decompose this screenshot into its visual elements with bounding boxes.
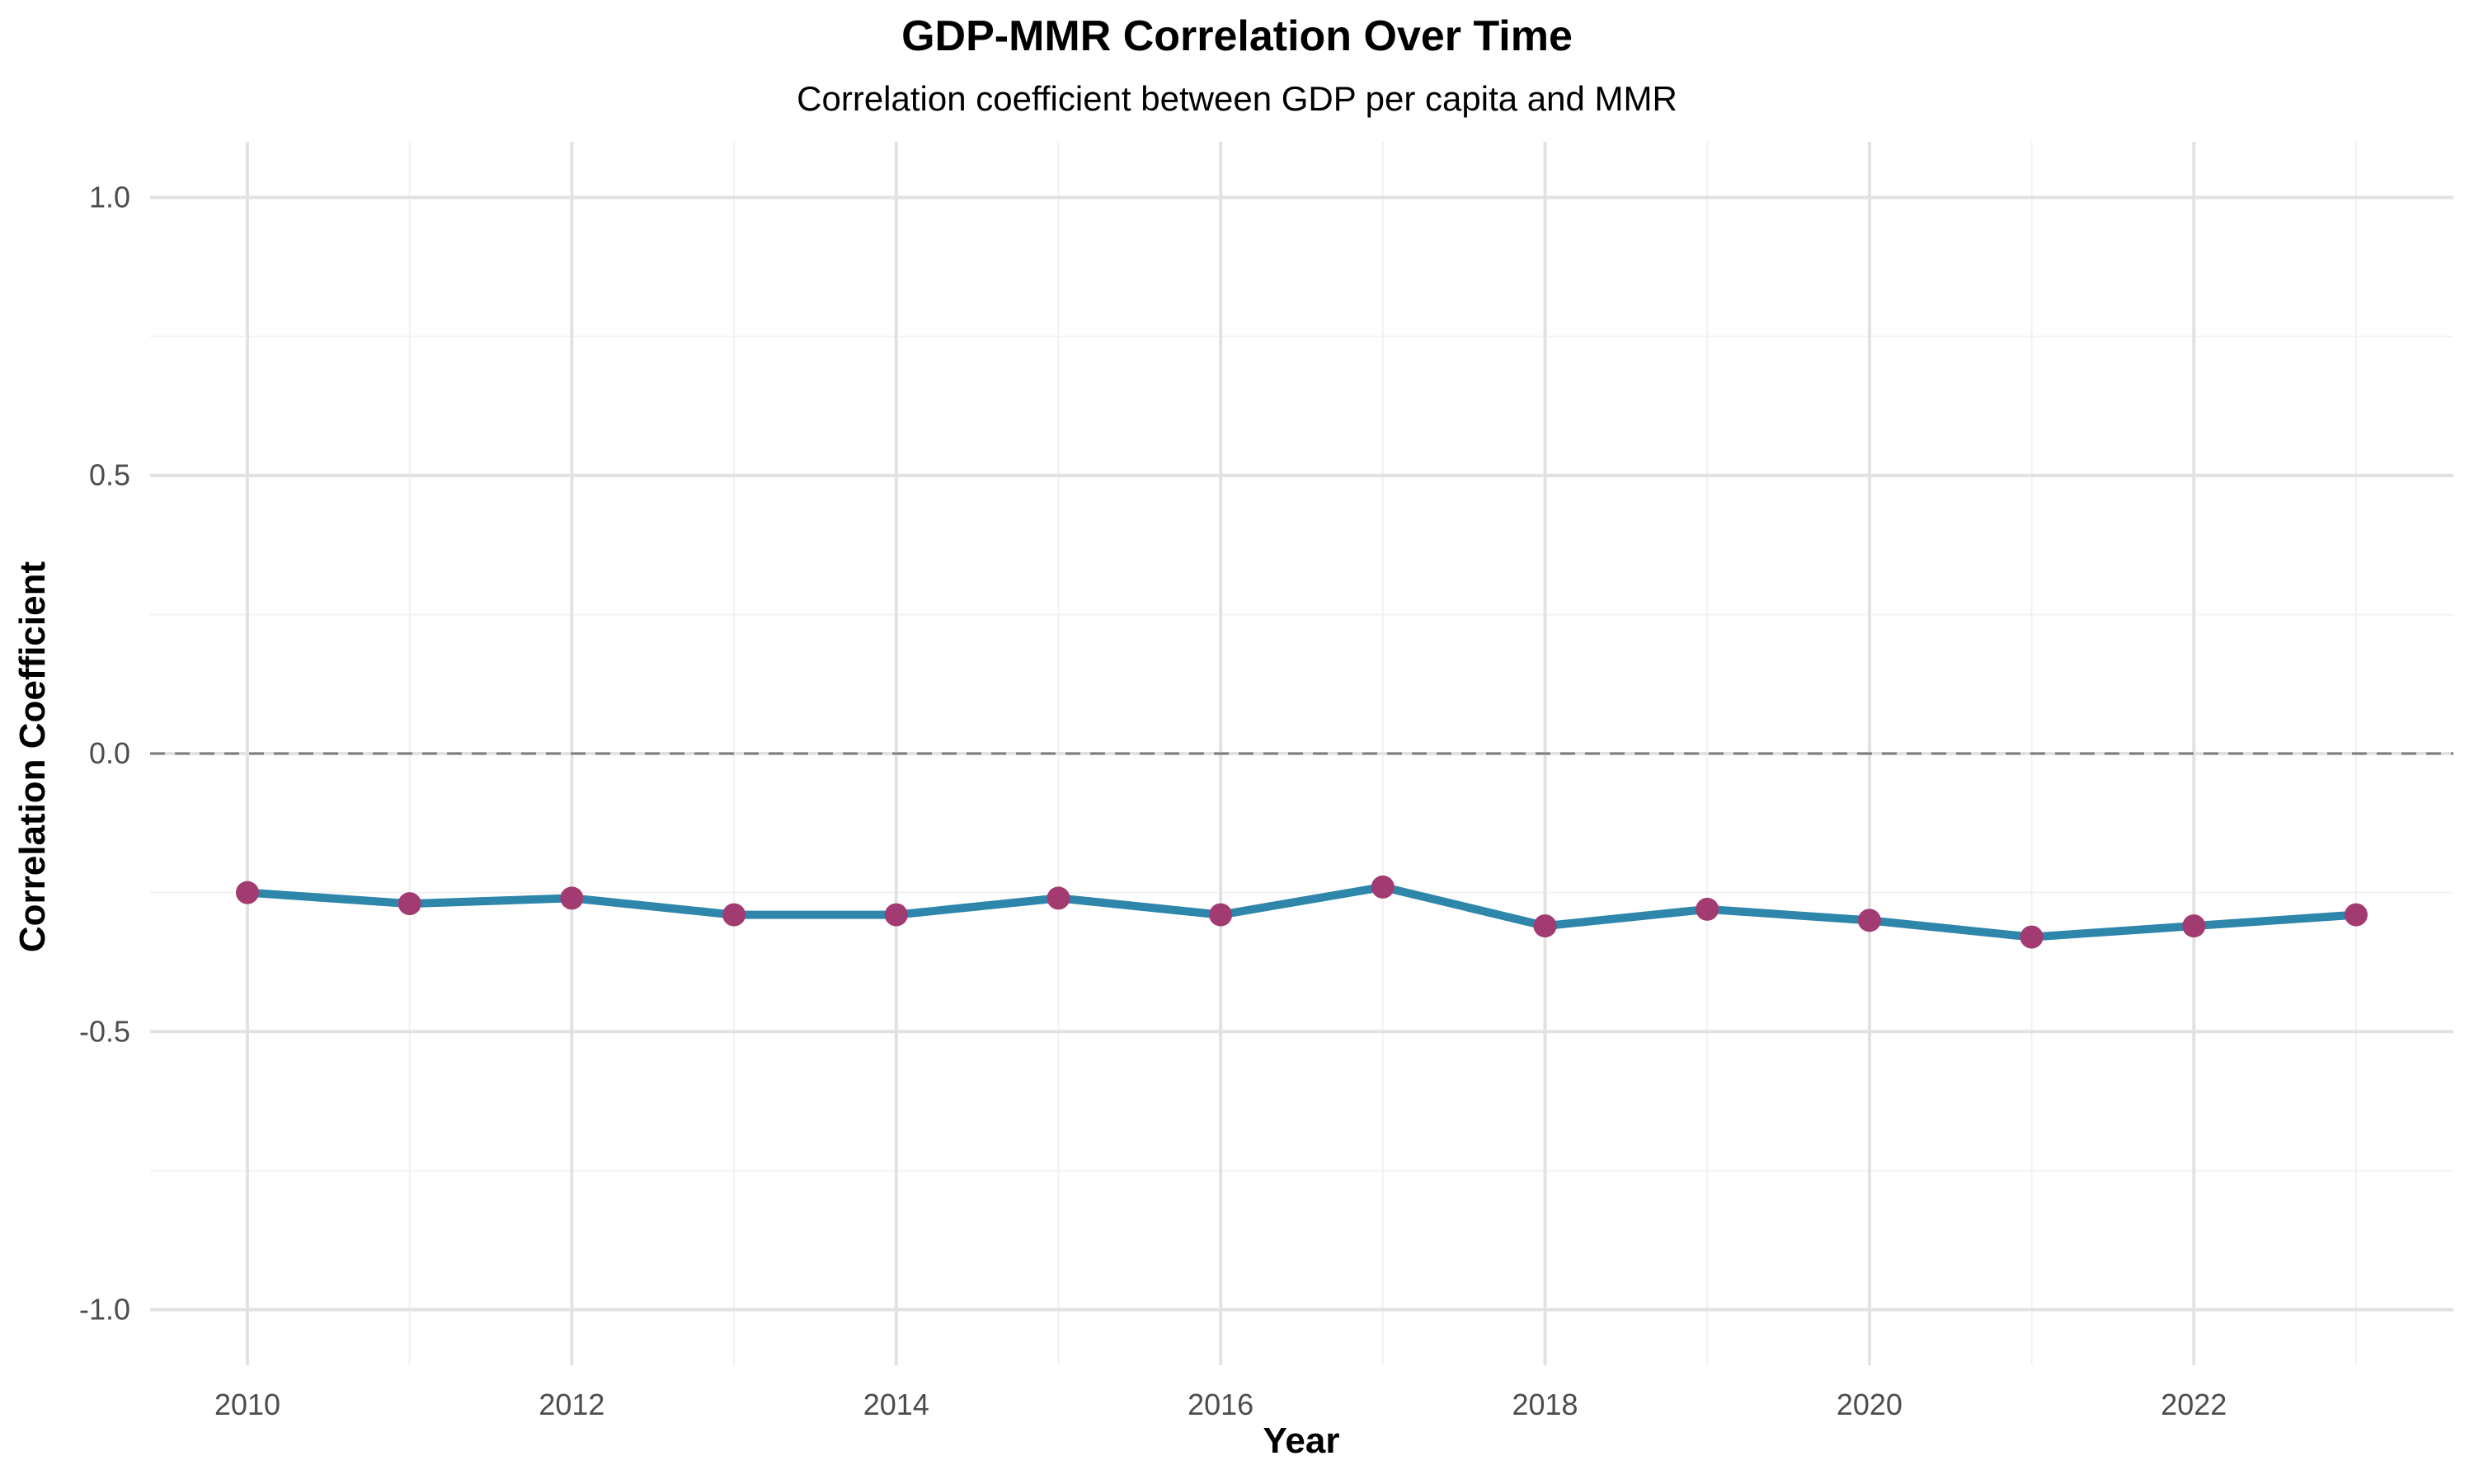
data-point [1696, 897, 1719, 921]
data-point [1857, 909, 1881, 932]
data-point [884, 903, 908, 927]
x-tick-label: 2010 [214, 1388, 280, 1421]
y-tick-label: -1.0 [79, 1293, 130, 1327]
x-tick-label: 2018 [1512, 1388, 1578, 1421]
y-tick-label: 0.5 [89, 458, 130, 492]
data-point [1047, 886, 1070, 910]
data-point [2344, 903, 2368, 927]
data-point [236, 881, 260, 904]
data-point [2182, 914, 2206, 938]
data-point [560, 886, 584, 910]
x-tick-label: 2014 [863, 1388, 929, 1421]
x-tick-label: 2016 [1188, 1388, 1253, 1421]
x-tick-label: 2020 [1837, 1388, 1903, 1421]
chart-subtitle: Correlation coefficient between GDP per … [797, 79, 1677, 118]
y-tick-label: -0.5 [79, 1014, 130, 1048]
data-point [722, 903, 746, 927]
data-point [397, 892, 421, 916]
y-axis-label: Correlation Coefficient [12, 561, 53, 953]
x-tick-labels: 2010 2012 2014 2016 2018 2020 2022 [214, 1388, 2227, 1421]
data-point [1209, 903, 1233, 927]
y-tick-label: 0.0 [89, 736, 130, 770]
y-tick-labels: -1.0 -0.5 0.0 0.5 1.0 [79, 180, 130, 1326]
chart-title: GDP-MMR Correlation Over Time [901, 12, 1573, 60]
x-axis-label: Year [1263, 1421, 1340, 1461]
series-layer [236, 875, 2368, 949]
data-point [1533, 914, 1557, 938]
data-point [1371, 875, 1395, 899]
data-point [2020, 925, 2044, 949]
y-tick-label: 1.0 [89, 180, 130, 214]
x-tick-label: 2012 [539, 1388, 604, 1421]
x-tick-label: 2022 [2161, 1388, 2227, 1421]
series-line [243, 882, 2360, 942]
